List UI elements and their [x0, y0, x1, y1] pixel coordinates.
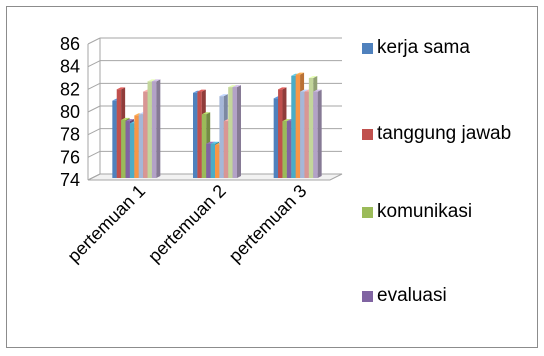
bar-top	[313, 89, 322, 92]
legend-label: evaluasi	[377, 285, 447, 306]
bar	[206, 143, 211, 178]
legend-label: kerja sama	[377, 37, 470, 58]
bar	[193, 92, 198, 178]
bar	[151, 81, 157, 178]
legend-swatch	[362, 291, 373, 302]
y-tick-label: 74	[60, 170, 80, 190]
bar-top	[121, 117, 130, 120]
bar	[291, 75, 296, 178]
x-tick-label: pertemuan 1	[64, 181, 150, 267]
y-tick-label: 82	[60, 79, 80, 99]
bar-top	[210, 141, 219, 144]
bar	[215, 144, 220, 178]
bar-top	[232, 85, 241, 88]
gridline-diagonal	[87, 128, 101, 136]
bar	[278, 89, 283, 178]
bar	[304, 91, 309, 178]
y-tick-label: 78	[60, 125, 80, 145]
bar-top	[151, 79, 161, 82]
bar-top	[308, 76, 318, 78]
bar	[300, 91, 305, 178]
bar-top	[278, 87, 287, 90]
gridline-diagonal	[87, 173, 101, 181]
legend-item-tanggung-jawab: tanggung jawab	[362, 122, 517, 146]
bar	[232, 87, 237, 178]
gridline-diagonal	[87, 82, 101, 90]
bar-top	[201, 112, 211, 115]
legend-item-komunikasi: komunikasi	[362, 200, 517, 224]
legend-item-kerja-sama: kerja sama	[362, 36, 517, 60]
bar-top	[147, 79, 156, 82]
bar-top	[206, 141, 215, 144]
gridline-diagonal	[87, 105, 101, 113]
x-tick-label: pertemuan 2	[144, 181, 230, 267]
bar-side	[317, 89, 322, 178]
bar	[282, 121, 287, 178]
bar-top	[197, 89, 206, 92]
legend-label: komunikasi	[377, 201, 473, 222]
bar-top	[300, 89, 309, 92]
bar	[201, 114, 207, 178]
bar	[112, 100, 117, 178]
y-tick-label: 84	[60, 57, 80, 77]
bar	[308, 78, 314, 178]
bar-side	[156, 79, 161, 178]
bar	[197, 91, 202, 178]
legend-swatch	[362, 207, 373, 218]
bar	[286, 121, 292, 178]
bar	[223, 121, 229, 178]
gridline-diagonal	[87, 150, 101, 158]
legend-label: tanggung jawab	[377, 123, 512, 144]
bar	[143, 91, 148, 178]
x-tick-label: pertemuan 3	[225, 181, 311, 267]
legend-swatch	[362, 43, 373, 54]
bar-top	[116, 87, 126, 90]
legend-item-evaluasi: evaluasi	[362, 284, 517, 308]
bar-top	[295, 72, 305, 75]
bar-top	[228, 85, 237, 88]
bar	[129, 123, 135, 178]
bar	[210, 143, 215, 178]
bar	[147, 81, 152, 178]
bar	[313, 91, 318, 178]
y-tick-label: 76	[60, 147, 80, 167]
bar	[273, 98, 279, 178]
bar	[295, 74, 301, 178]
bar	[219, 96, 224, 178]
bar-top	[219, 94, 228, 97]
gridline-diagonal	[87, 60, 101, 68]
legend-swatch	[362, 129, 373, 140]
bar-top	[282, 119, 291, 122]
bar	[121, 119, 126, 178]
bar	[138, 114, 144, 178]
bar	[228, 87, 233, 178]
bar-top	[125, 119, 134, 122]
bar	[125, 121, 130, 178]
y-tick-label: 86	[60, 34, 80, 54]
gridline-diagonal	[87, 37, 101, 45]
bar-side	[237, 85, 241, 178]
y-tick-label: 80	[60, 102, 80, 122]
bar	[116, 89, 122, 178]
bar	[134, 115, 139, 178]
